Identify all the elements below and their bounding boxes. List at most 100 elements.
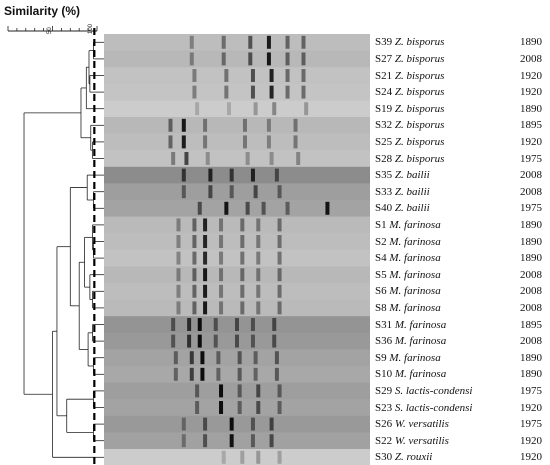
gel-band: [200, 367, 205, 381]
gel-band: [173, 351, 178, 365]
gel-band: [235, 318, 239, 331]
gel-band: [195, 401, 200, 414]
gel-band: [229, 185, 234, 199]
strain-id: S1: [375, 218, 387, 231]
strain-year: 1890: [520, 218, 542, 231]
gel-band: [219, 251, 224, 265]
gel-band: [277, 235, 282, 248]
gel-lane: [104, 233, 370, 251]
strain-label: S1 M. farinosa: [375, 218, 505, 232]
gel-band: [256, 251, 261, 265]
strain-year: 1890: [520, 235, 542, 248]
gel-band: [250, 334, 255, 348]
gel-band: [277, 251, 282, 265]
gel-band: [277, 401, 282, 414]
gel-lane: [104, 133, 370, 151]
gel-band: [293, 118, 298, 132]
gel-band: [181, 135, 186, 149]
strain-year: 2008: [520, 268, 542, 281]
species-name: M. farinosa: [389, 218, 441, 231]
gel-band: [195, 102, 200, 116]
gel-lane: [104, 200, 370, 218]
gel-band: [301, 52, 306, 66]
gel-lane: [104, 399, 370, 417]
strain-year: 1975: [520, 202, 542, 215]
strain-id: S36: [375, 335, 393, 348]
gel-band: [250, 168, 255, 182]
gel-band: [269, 152, 274, 165]
species-name: M. farinosa: [394, 368, 447, 381]
gel-band: [256, 401, 261, 414]
gel-lane: [104, 67, 370, 85]
gel-lane: [104, 166, 370, 184]
strain-id: S27: [375, 52, 393, 65]
strain-label: S33 Z. bailii: [375, 185, 505, 199]
gel-band: [274, 351, 279, 365]
gel-band: [285, 201, 290, 215]
gel-band: [189, 35, 194, 49]
gel-band: [189, 367, 194, 381]
strain-id: S8: [375, 301, 387, 314]
strain-year: 2008: [520, 301, 542, 314]
gel-band: [221, 35, 226, 49]
species-name: M. farinosa: [389, 301, 441, 314]
gel-band: [192, 235, 197, 248]
strain-year: 1895: [520, 318, 542, 331]
gel-band: [250, 434, 255, 448]
gel-band: [274, 168, 279, 182]
gel-band: [219, 218, 224, 232]
gel-band: [176, 251, 181, 265]
gel-band: [197, 318, 202, 331]
gel-band: [200, 351, 205, 365]
gel-band: [168, 118, 173, 132]
species-name: Z. bisporus: [394, 102, 445, 115]
strain-year: 1890: [520, 351, 542, 364]
gel-band: [176, 218, 181, 232]
gel-band: [301, 85, 306, 99]
gel-lane: [104, 432, 370, 450]
gel-band: [277, 284, 282, 298]
strain-label: S23 S. lactis-condensi: [375, 401, 505, 415]
strain-year: 1890: [520, 102, 542, 115]
gel-band: [240, 301, 245, 315]
gel-band: [192, 301, 197, 315]
gel-band: [269, 434, 274, 448]
gel-band: [253, 351, 258, 365]
strain-id: S2: [375, 235, 387, 248]
strain-id: S23: [375, 401, 393, 414]
gel-band: [203, 118, 208, 132]
gel-band: [285, 85, 290, 99]
gel-band: [221, 52, 226, 66]
strain-id: S29: [375, 384, 393, 397]
gel-band: [277, 268, 282, 282]
strain-year: 1920: [520, 86, 542, 99]
gel-band: [253, 367, 258, 381]
species-name: M. farinosa: [389, 351, 441, 364]
gel-band: [248, 35, 253, 49]
gel-band: [256, 268, 261, 282]
gel-lane: [104, 382, 370, 400]
strain-year: 1890: [520, 36, 542, 49]
gel-band: [304, 102, 309, 116]
gel-band: [235, 334, 239, 348]
strain-label: S24 Z. bisporus: [375, 85, 505, 99]
gel-lane: [104, 34, 370, 52]
strain-year: 1975: [520, 152, 542, 165]
gel-band: [269, 85, 274, 99]
gel-band: [250, 85, 255, 99]
strain-id: S33: [375, 185, 393, 198]
gel-band: [261, 201, 266, 215]
gel-band: [256, 284, 261, 298]
gel-band: [213, 334, 218, 348]
gel-band: [168, 135, 173, 149]
strain-year: 2008: [520, 169, 542, 182]
gel-band: [277, 450, 282, 464]
gel-band: [240, 268, 245, 282]
strain-label: S2 M. farinosa: [375, 235, 505, 249]
gel-lane: [104, 100, 370, 118]
gel-band: [216, 351, 221, 365]
gel-band: [192, 69, 197, 82]
species-name: S. lactis-condensi: [394, 401, 473, 414]
strain-id: S39: [375, 36, 393, 49]
